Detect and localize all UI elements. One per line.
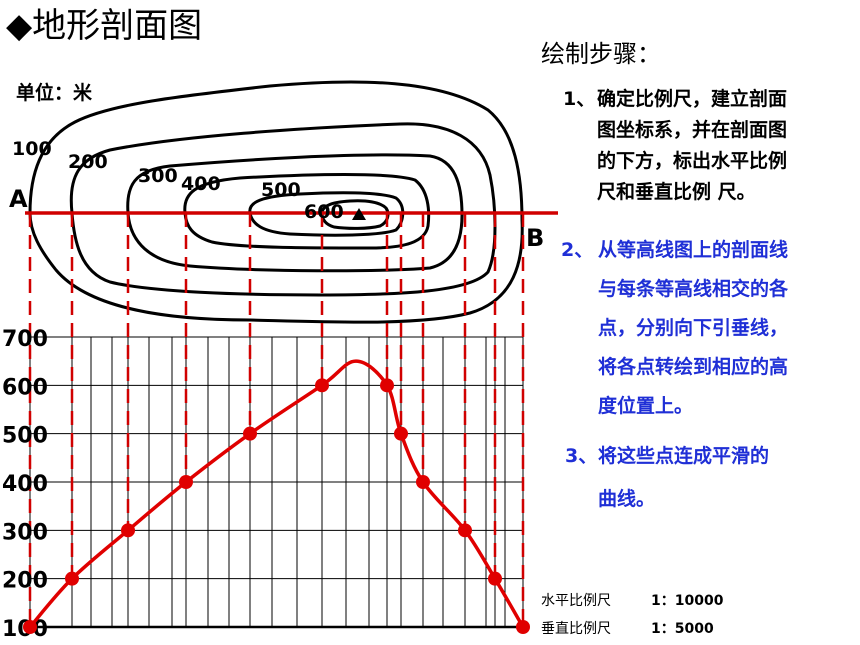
profile-point [65, 571, 79, 586]
page-title: ◆地形剖面图 [6, 6, 203, 46]
step-2-number: 2、 [561, 239, 594, 261]
contour-400 [183, 173, 431, 250]
vertical-scale-label: 垂直比例尺 [541, 621, 611, 637]
step-2-line-2: 与每条等高线相交的各 [598, 278, 789, 300]
profile-point [394, 426, 408, 441]
summit-triangle-icon [352, 208, 366, 220]
profile-curve [28, 359, 525, 629]
profile-points [23, 378, 530, 634]
step-2-line-5: 度位置上。 [598, 395, 694, 417]
contour-label-300: 300 [138, 165, 178, 187]
profile-point [23, 620, 37, 634]
profile-point [121, 523, 135, 538]
y-tick-label: 600 [2, 375, 48, 400]
profile-point [380, 378, 394, 393]
unit-label: 单位：米 [16, 82, 93, 104]
profile-point [516, 620, 530, 634]
y-tick-label: 300 [2, 520, 48, 545]
contour-label-600: 600 [304, 201, 344, 223]
horizontal-scale-value: 1：10000 [651, 593, 724, 609]
contour-label-100: 100 [12, 138, 52, 160]
profile-point [243, 426, 257, 441]
step-2-line-3: 点，分别向下引垂线， [598, 317, 789, 339]
contour-label-500: 500 [261, 179, 301, 201]
endpoint-a-label: A [9, 185, 28, 213]
vertical-scale-value: 1：5000 [651, 621, 714, 637]
step-1-line-3: 的下方，标出水平比例 [597, 150, 788, 172]
step-2-line-4: 将各点转绘到相应的高 [598, 356, 789, 378]
step-2-line-1: 从等高线图上的剖面线 [598, 239, 789, 261]
step-1-line-4: 尺和垂直比例 尺。 [597, 181, 756, 203]
step-1-number: 1、 [563, 88, 596, 110]
contour-label-400: 400 [181, 173, 221, 195]
profile-point [179, 475, 193, 489]
steps-title: 绘制步骤： [541, 40, 661, 68]
horizontal-scale-label: 水平比例尺 [541, 593, 611, 609]
y-axis-ticks: 100200300400500600700 [2, 327, 48, 642]
step-3-line-1: 将这些点连成平滑的 [598, 445, 770, 467]
drop-lines [28, 213, 525, 627]
horizontal-scale: 水平比例尺 1：10000 [541, 590, 723, 610]
profile-point [458, 523, 472, 538]
y-tick-label: 500 [2, 424, 48, 449]
profile-point [416, 475, 430, 489]
step-3-line-2: 曲线。 [598, 488, 656, 510]
contour-label-200: 200 [68, 151, 108, 173]
step-1-line-2: 图坐标系，并在剖面图 [597, 119, 788, 141]
step-1-line-1: 确定比例尺，建立剖面 [597, 88, 788, 110]
contour-300 [126, 153, 464, 273]
profile-grid [28, 336, 524, 629]
profile-point [315, 378, 329, 393]
contour-lines [28, 80, 524, 324]
y-tick-label: 700 [2, 327, 48, 352]
profile-point [488, 571, 502, 586]
contour-100 [28, 80, 524, 324]
vertical-scale: 垂直比例尺 1：5000 [541, 618, 714, 638]
step-3-number: 3、 [565, 445, 598, 467]
y-tick-label: 400 [2, 472, 48, 497]
step-1: 1、 确定比例尺，建立剖面 图坐标系，并在剖面图 的下方，标出水平比例 尺和垂直… [555, 84, 787, 208]
step-2: 2、 从等高线图上的剖面线 与每条等高线相交的各 点，分别向下引垂线， 将各点转… [555, 231, 788, 426]
y-tick-label: 200 [2, 569, 48, 594]
step-3: 3、 将这些点连成平滑的 曲线。 [555, 435, 769, 521]
endpoint-b-label: B [526, 224, 544, 252]
